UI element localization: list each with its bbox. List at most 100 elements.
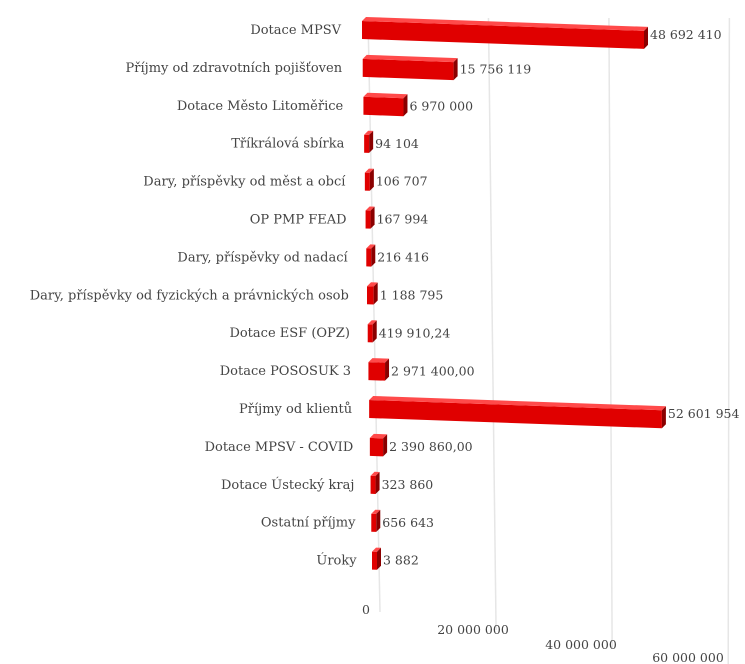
- value-label: 323 860: [382, 477, 434, 492]
- bar-end-face: [370, 206, 375, 229]
- x-tick-label: 40 000 000: [545, 637, 617, 652]
- value-labels: 48 692 410 15 756 119 6 970 000 94 104 106 7…: [375, 27, 739, 568]
- category-label: Dotace Ústecký kraj: [221, 476, 354, 493]
- gridline: [487, 17, 497, 631]
- value-label: 94 104: [375, 136, 419, 151]
- bar-end-face: [453, 58, 458, 81]
- value-label: 2 971 400,00: [391, 363, 475, 378]
- category-label: Tříkrálová sbírka: [231, 137, 344, 152]
- bar-end-face: [373, 282, 378, 305]
- bar-top-face: [368, 358, 390, 363]
- bar-front-face: [371, 513, 377, 532]
- bar-top-face: [364, 130, 374, 135]
- value-label: 419 910,24: [379, 325, 451, 340]
- bar-end-face: [369, 130, 374, 153]
- bar-top-face: [366, 244, 376, 249]
- bar: [370, 471, 380, 494]
- value-label: 3 882: [383, 553, 419, 568]
- bar-top-face: [370, 471, 380, 476]
- bar: [366, 244, 376, 267]
- bar-front-face: [362, 58, 454, 81]
- bar-top-face: [362, 54, 458, 63]
- category-label: Dotace MPSV: [250, 23, 341, 38]
- category-label: Příjmy od zdravotních pojišťoven: [126, 61, 343, 76]
- bar-front-face: [368, 362, 386, 381]
- category-label: Dotace MPSV - COVID: [205, 440, 354, 455]
- x-tick-label: 60 000 000: [652, 650, 724, 664]
- category-label: Dotace POSOSUK 3: [220, 364, 351, 379]
- value-label: 1 188 795: [380, 287, 444, 302]
- bar-top-face: [365, 206, 375, 211]
- grid-lines: [367, 17, 731, 664]
- value-label: 6 970 000: [409, 99, 473, 114]
- bar: [372, 547, 381, 570]
- bar-top-face: [371, 509, 381, 514]
- bar-front-face: [364, 172, 370, 191]
- bar: [362, 17, 648, 49]
- bar: [362, 54, 458, 81]
- category-label: Ostatní příjmy: [261, 516, 356, 531]
- category-label: OP PMP FEAD: [250, 213, 347, 228]
- bar-end-face: [372, 320, 377, 343]
- category-label: Dotace ESF (OPZ): [229, 326, 349, 341]
- bar-end-face: [376, 509, 381, 532]
- bar-end-face: [403, 94, 408, 117]
- value-label: 167 994: [377, 212, 429, 227]
- bar-top-face: [369, 396, 666, 411]
- x-tick-label: 0: [362, 602, 370, 617]
- bar-top-face: [364, 168, 374, 173]
- bar-end-face: [375, 471, 380, 494]
- category-label: Úroky: [316, 552, 357, 569]
- bar: [367, 320, 377, 343]
- value-label: 48 692 410: [650, 27, 722, 42]
- bar-front-face: [370, 475, 376, 494]
- value-label: 106 707: [376, 174, 428, 189]
- value-label: 2 390 860,00: [389, 439, 473, 454]
- bar: [364, 130, 374, 153]
- gridline: [608, 17, 613, 649]
- category-label: Dotace Město Litoměřice: [177, 99, 344, 114]
- bar-end-face: [385, 358, 390, 381]
- bar-front-face: [364, 134, 370, 153]
- gridline: [727, 17, 731, 664]
- category-label: Dary, příspěvky od nadací: [177, 250, 348, 265]
- bar-front-face: [363, 96, 404, 117]
- category-label: Dary, příspěvky od měst a obcí: [143, 175, 346, 190]
- bar-front-face: [369, 400, 662, 429]
- bar-front-face: [366, 248, 372, 267]
- bar-end-face: [383, 434, 388, 457]
- bar-end-face: [377, 547, 381, 570]
- value-label: 656 643: [382, 515, 434, 530]
- bar-end-face: [644, 26, 648, 49]
- value-label: 52 601 954: [668, 406, 740, 421]
- value-label: 216 416: [377, 249, 429, 264]
- bar: [367, 282, 378, 305]
- bar-top-face: [367, 282, 378, 287]
- bar: [364, 168, 374, 191]
- bar-front-face: [369, 437, 384, 457]
- bar: [369, 433, 388, 457]
- category-labels: Dotace MPSV Příjmy od zdravotních pojišťo…: [30, 23, 358, 569]
- bar-end-face: [369, 168, 374, 191]
- bar-front-face: [367, 324, 373, 343]
- category-label: Příjmy od klientů: [239, 401, 352, 417]
- bar: [368, 358, 390, 381]
- bar: [371, 509, 381, 532]
- value-label: 15 756 119: [460, 61, 532, 76]
- category-label: Dary, příspěvky od fyzických a právnický…: [30, 288, 349, 303]
- bar: [363, 92, 408, 117]
- bar-front-face: [372, 551, 377, 570]
- bar-end-face: [661, 406, 666, 429]
- bar-front-face: [367, 286, 374, 305]
- bar-front-face: [365, 210, 371, 229]
- bar-top-face: [363, 92, 408, 99]
- bar-end-face: [371, 244, 376, 267]
- bar: [369, 396, 666, 429]
- bar-front-face: [362, 21, 644, 49]
- bar-top-face: [362, 17, 648, 31]
- x-tick-label: 20 000 000: [437, 622, 509, 637]
- bar: [365, 206, 375, 229]
- bar-top-face: [369, 433, 388, 439]
- bar-top-face: [372, 547, 381, 552]
